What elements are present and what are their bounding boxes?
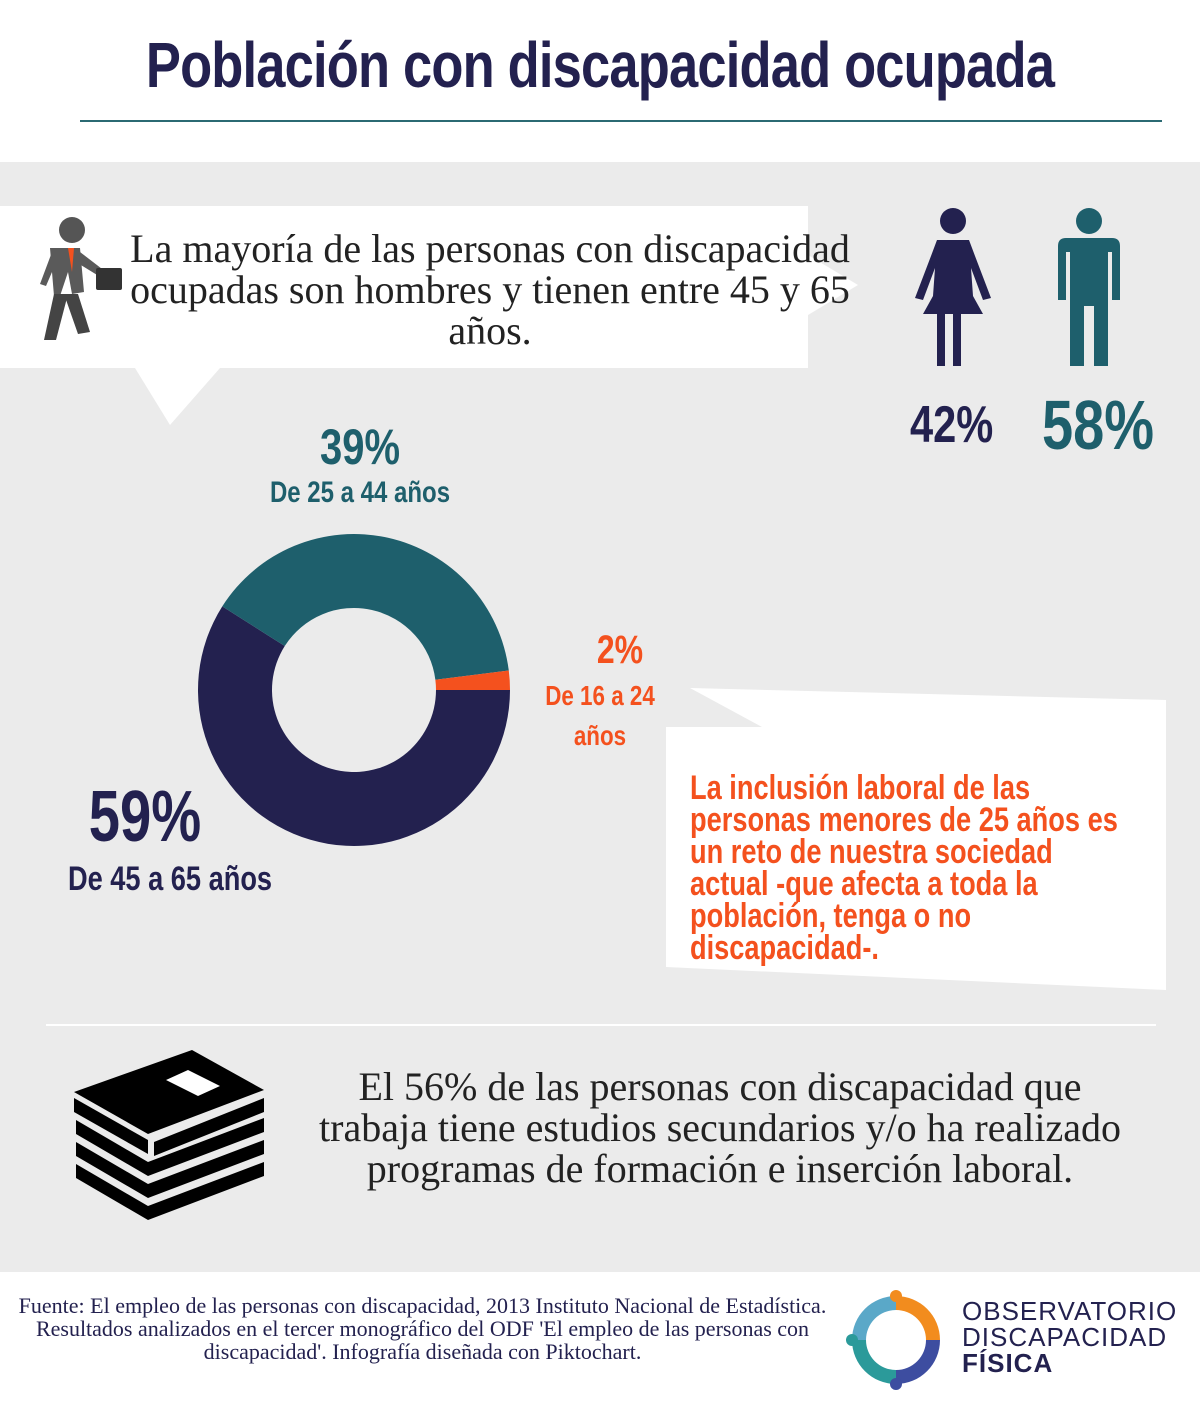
data-label-25-44-name: De 25 a 44 años	[269, 476, 451, 509]
intro-text: La mayoría de las personas con discapaci…	[130, 226, 850, 353]
logo-ring-icon	[846, 1290, 940, 1390]
section-divider	[46, 1024, 1156, 1026]
donut-slice-de-16-a-24-a-os	[435, 670, 510, 690]
logo-text-line3: FÍSICA	[962, 1348, 1054, 1378]
title-divider	[80, 120, 1162, 122]
data-label-45-65-value: 59%	[88, 777, 202, 857]
page-title: Población con discapacidad ocupada	[145, 29, 1055, 101]
data-label-16-24-name: De 16 a 24 años	[545, 680, 655, 751]
woman-icon	[915, 208, 991, 366]
education-text: El 56% de las personas con discapacidad …	[319, 1064, 1121, 1191]
books-icon	[74, 1050, 264, 1220]
age-donut-chart	[197, 533, 510, 846]
donut-slice-de-45-a-65-a-os	[197, 606, 510, 846]
logo-text-line2: DISCAPACIDAD	[962, 1322, 1168, 1352]
man-icon	[1058, 208, 1120, 366]
businessman-icon	[40, 217, 122, 340]
male-percentage: 58%	[1042, 386, 1155, 464]
female-percentage: 42%	[910, 396, 994, 454]
donut-slice-de-25-a-44-a-os	[222, 533, 509, 680]
logo-text-line1: OBSERVATORIO	[962, 1296, 1178, 1326]
youth-inclusion-callout: La inclusión laboral de las personas men…	[690, 769, 1118, 967]
data-label-45-65-name: De 45 a 65 años	[67, 860, 273, 898]
data-label-16-24-value: 2%	[596, 628, 644, 672]
data-label-25-44-value: 39%	[319, 419, 401, 475]
source-footnote: Fuente: El empleo de las personas con di…	[18, 1293, 827, 1364]
